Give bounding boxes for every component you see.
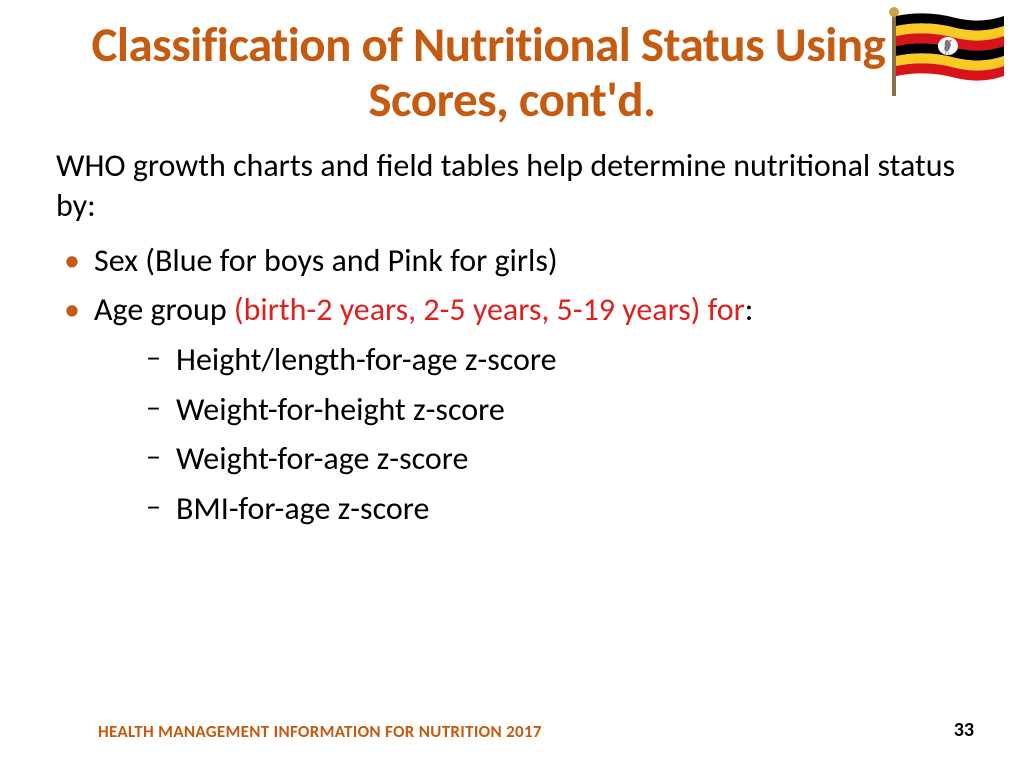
sub-bullet-text: Weight-for-height z-score [176, 390, 505, 429]
bullet-prefix: Age group [94, 290, 234, 329]
intro-text: WHO growth charts and field tables help … [50, 146, 974, 226]
bullet-age-group: Age group (birth-2 years, 2-5 years, 5-1… [56, 285, 974, 533]
sub-bullet-list: Height/length-for-age z-score Weight-for… [94, 335, 974, 533]
sub-bullet: Height/length-for-age z-score [142, 335, 974, 385]
bullet-sex: Sex (Blue for boys and Pink for girls) [56, 236, 974, 286]
sub-bullet: Weight-for-height z-score [142, 385, 974, 435]
footer-text: HEALTH MANAGEMENT INFORMATION FOR NUTRIT… [98, 721, 542, 742]
slide-container: Classification of Nutritional Status Usi… [0, 0, 1024, 768]
sub-bullet-text: BMI-for-age z-score [176, 489, 429, 528]
bullet-highlight: (birth-2 years, 2-5 years, 5-19 years) f… [234, 290, 745, 329]
sub-bullet: Weight-for-age z-score [142, 434, 974, 484]
page-number: 33 [954, 718, 974, 742]
sub-bullet: BMI-for-age z-score [142, 484, 974, 534]
sub-bullet-text: Weight-for-age z-score [176, 439, 468, 478]
bullet-text: Sex (Blue for boys and Pink for girls) [94, 241, 558, 280]
slide-title: Classification of Nutritional Status Usi… [50, 18, 974, 128]
bullet-suffix: : [745, 290, 754, 329]
sub-bullet-text: Height/length-for-age z-score [176, 340, 557, 379]
uganda-flag-icon [886, 6, 1006, 96]
main-bullet-list: Sex (Blue for boys and Pink for girls) A… [50, 236, 974, 534]
slide-footer: HEALTH MANAGEMENT INFORMATION FOR NUTRIT… [0, 718, 1024, 742]
